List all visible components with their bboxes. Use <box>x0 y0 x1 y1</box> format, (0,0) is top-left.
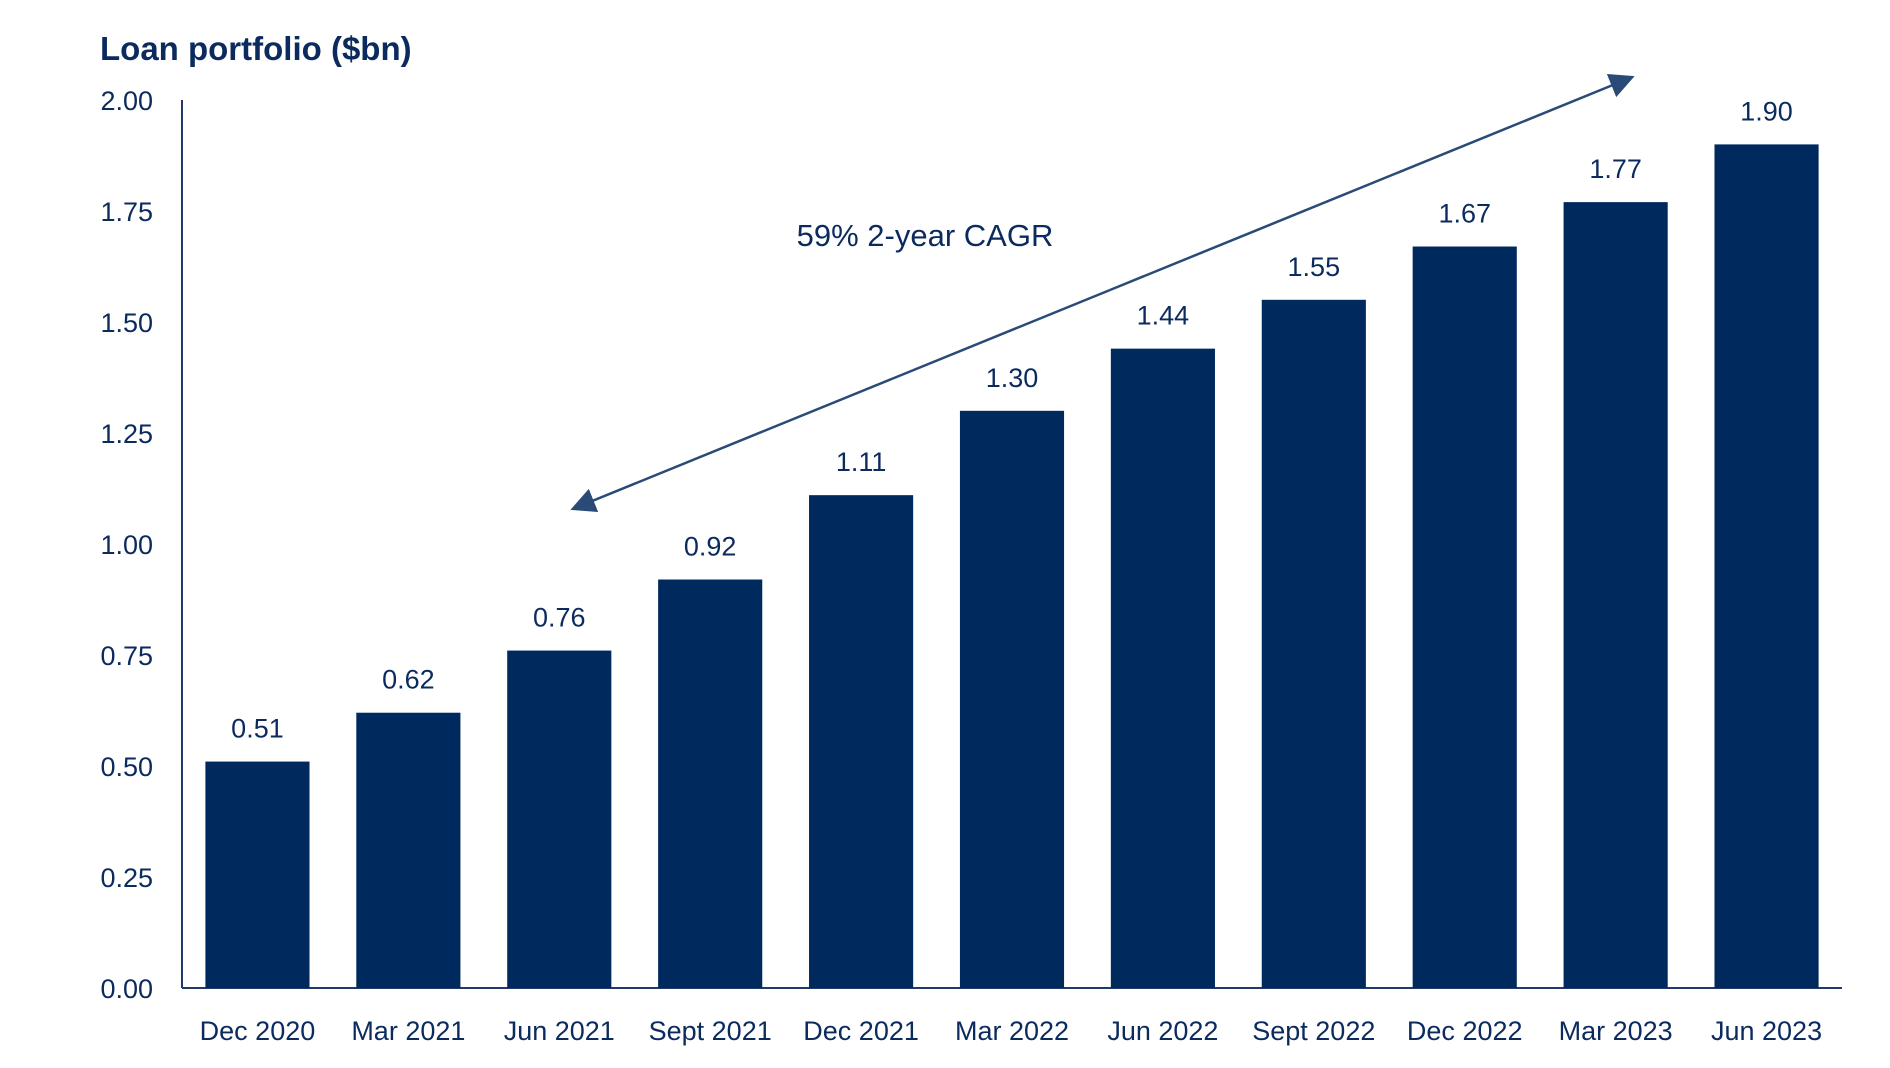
bar <box>809 495 914 988</box>
bar-data-label: 1.90 <box>1740 96 1793 126</box>
chart-title: Loan portfolio ($bn) <box>100 30 412 67</box>
bar <box>1261 299 1366 988</box>
bar-data-label: 0.92 <box>684 532 737 562</box>
bar-data-label: 1.44 <box>1137 301 1190 331</box>
bar-data-label: 0.76 <box>533 603 586 633</box>
x-tick-label: Jun 2023 <box>1711 1016 1822 1046</box>
x-tick-label: Dec 2021 <box>803 1016 919 1046</box>
bar <box>1563 202 1668 988</box>
y-tick-label: 0.25 <box>100 863 153 893</box>
x-tick-label: Sept 2021 <box>649 1016 772 1046</box>
y-tick-label: 1.00 <box>100 530 153 560</box>
bar <box>1110 348 1215 988</box>
y-tick-label: 0.50 <box>100 752 153 782</box>
bar <box>356 712 461 988</box>
y-tick-label: 1.75 <box>100 197 153 227</box>
x-tick-label: Dec 2020 <box>200 1016 316 1046</box>
x-tick-label: Mar 2023 <box>1559 1016 1673 1046</box>
bar <box>959 410 1065 988</box>
bar-data-label: 1.55 <box>1288 252 1341 282</box>
bar-data-label: 1.67 <box>1438 199 1491 229</box>
y-tick-label: 2.00 <box>100 86 153 116</box>
bar-data-label: 0.51 <box>231 714 284 744</box>
bar <box>205 761 310 988</box>
bar <box>658 579 763 988</box>
bar <box>507 650 612 988</box>
y-tick-label: 1.25 <box>100 419 153 449</box>
bar-data-label: 1.77 <box>1589 154 1642 184</box>
cagr-arrow <box>1109 73 1635 292</box>
y-tick-label: 1.50 <box>100 308 153 338</box>
cagr-annotation: 59% 2-year CAGR <box>797 218 1054 253</box>
bar <box>1714 144 1819 988</box>
y-tick-label: 0.75 <box>100 641 153 671</box>
x-tick-label: Dec 2022 <box>1407 1016 1523 1046</box>
cagr-arrow-back <box>570 288 1111 513</box>
bar-data-label: 1.11 <box>836 447 887 477</box>
x-tick-label: Mar 2022 <box>955 1016 1069 1046</box>
y-tick-label: 0.00 <box>100 974 153 1004</box>
bar-data-label: 1.30 <box>986 363 1039 393</box>
bar-data-label: 0.62 <box>382 665 435 695</box>
x-tick-label: Jun 2021 <box>504 1016 615 1046</box>
x-tick-label: Sept 2022 <box>1252 1016 1375 1046</box>
bar <box>1412 246 1517 988</box>
x-tick-label: Mar 2021 <box>351 1016 465 1046</box>
x-tick-label: Jun 2022 <box>1107 1016 1218 1046</box>
